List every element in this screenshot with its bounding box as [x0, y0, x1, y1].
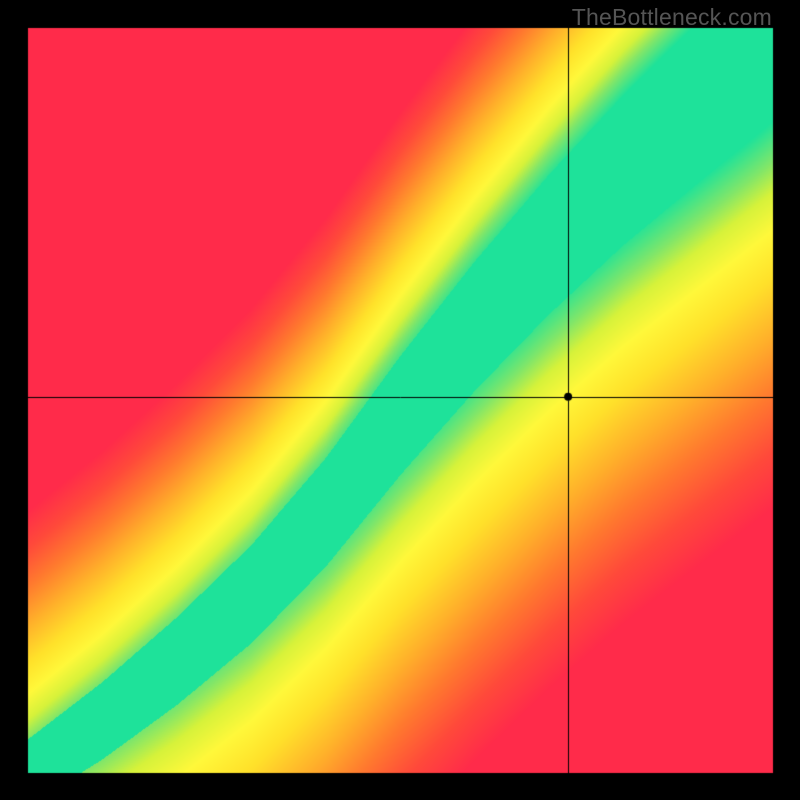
bottleneck-heatmap — [0, 0, 800, 800]
chart-container: TheBottleneck.com — [0, 0, 800, 800]
watermark-text: TheBottleneck.com — [572, 4, 772, 31]
